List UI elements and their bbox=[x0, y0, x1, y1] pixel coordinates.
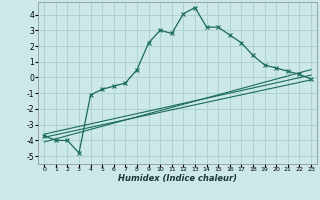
X-axis label: Humidex (Indice chaleur): Humidex (Indice chaleur) bbox=[118, 174, 237, 183]
